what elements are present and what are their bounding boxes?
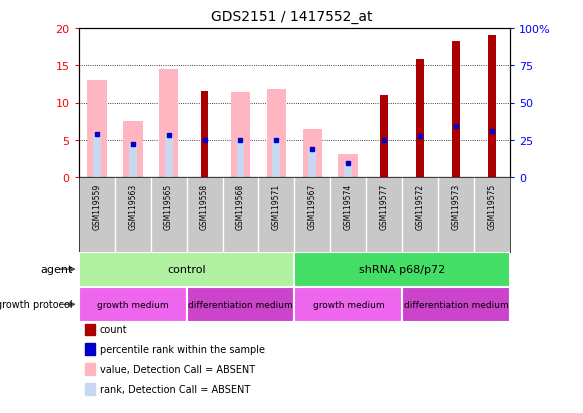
Text: count: count bbox=[100, 325, 127, 335]
Text: GSM119565: GSM119565 bbox=[164, 183, 173, 230]
Text: differentiation medium: differentiation medium bbox=[404, 300, 508, 309]
Bar bbox=[79, 287, 187, 322]
Text: control: control bbox=[167, 264, 206, 275]
Text: growth medium: growth medium bbox=[312, 300, 384, 309]
Text: GSM119568: GSM119568 bbox=[236, 183, 245, 230]
Text: value, Detection Call = ABSENT: value, Detection Call = ABSENT bbox=[100, 364, 255, 374]
Bar bbox=[201, 92, 209, 178]
Bar bbox=[488, 36, 496, 178]
Bar bbox=[129, 145, 136, 178]
Bar bbox=[272, 140, 280, 178]
Bar bbox=[187, 287, 294, 322]
Text: GSM119567: GSM119567 bbox=[308, 183, 317, 230]
Text: growth protocol: growth protocol bbox=[0, 299, 73, 310]
Text: percentile rank within the sample: percentile rank within the sample bbox=[100, 344, 265, 354]
Bar bbox=[416, 60, 424, 178]
Text: GSM119574: GSM119574 bbox=[344, 183, 353, 230]
Text: GSM119559: GSM119559 bbox=[92, 183, 101, 230]
Text: growth medium: growth medium bbox=[97, 300, 168, 309]
Text: rank, Detection Call = ABSENT: rank, Detection Call = ABSENT bbox=[100, 384, 250, 394]
Text: differentiation medium: differentiation medium bbox=[188, 300, 293, 309]
Bar bbox=[294, 252, 510, 287]
Text: GSM119571: GSM119571 bbox=[272, 183, 281, 230]
Text: agent: agent bbox=[40, 264, 73, 275]
Bar bbox=[231, 93, 250, 178]
Text: GSM119577: GSM119577 bbox=[380, 183, 389, 230]
Bar bbox=[266, 90, 286, 178]
Bar bbox=[93, 135, 101, 178]
Bar bbox=[339, 154, 358, 178]
Text: GSM119558: GSM119558 bbox=[200, 183, 209, 230]
Bar bbox=[123, 122, 142, 178]
Bar bbox=[237, 140, 244, 178]
Text: GSM119575: GSM119575 bbox=[487, 183, 497, 230]
Bar bbox=[402, 287, 510, 322]
Bar bbox=[294, 287, 402, 322]
Bar bbox=[308, 150, 317, 178]
Text: GDS2151 / 1417552_at: GDS2151 / 1417552_at bbox=[210, 10, 373, 24]
Text: GSM119573: GSM119573 bbox=[452, 183, 461, 230]
Text: GSM119563: GSM119563 bbox=[128, 183, 137, 230]
Bar bbox=[380, 96, 388, 178]
Bar bbox=[452, 42, 460, 178]
Bar bbox=[303, 129, 322, 178]
Text: shRNA p68/p72: shRNA p68/p72 bbox=[359, 264, 445, 275]
Text: GSM119572: GSM119572 bbox=[416, 183, 425, 230]
Bar bbox=[159, 70, 178, 178]
Bar bbox=[345, 164, 352, 178]
Bar bbox=[164, 135, 173, 178]
Bar bbox=[79, 252, 294, 287]
Bar bbox=[87, 81, 107, 178]
